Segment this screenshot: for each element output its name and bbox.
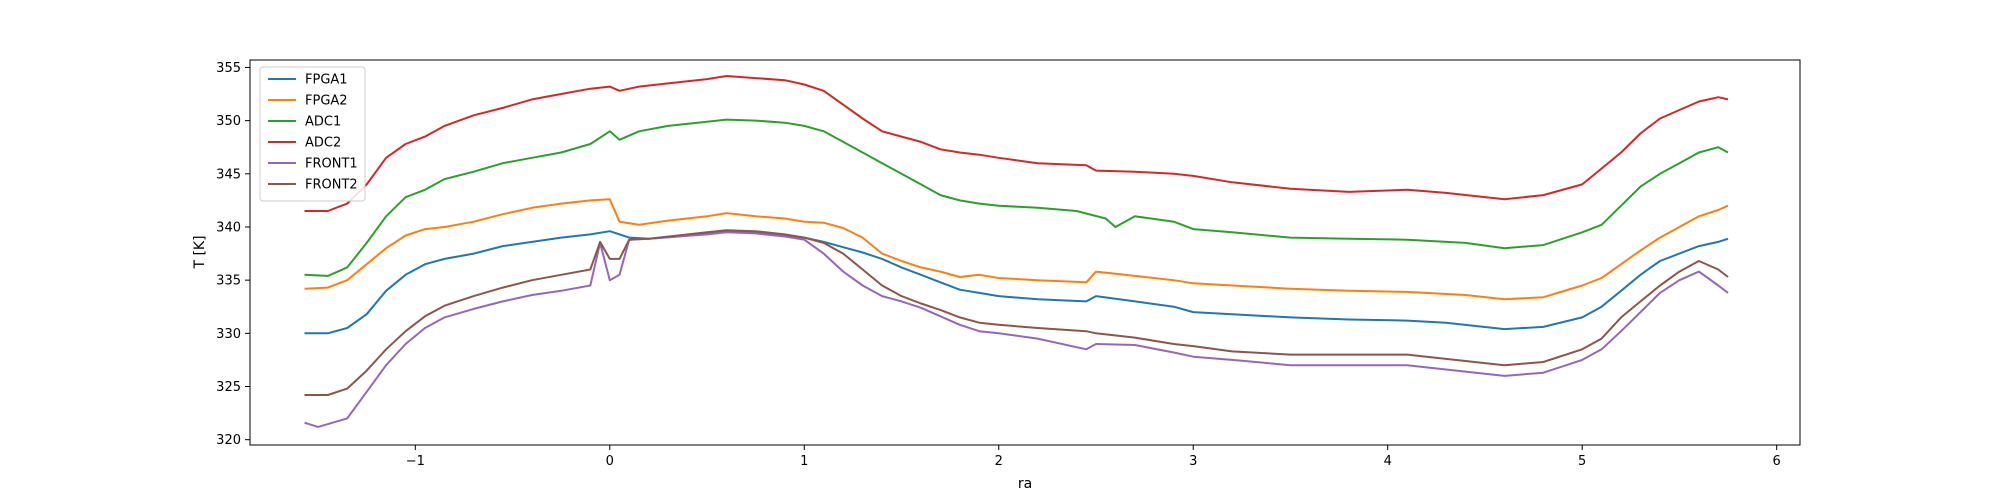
y-tick-label: 325 [216,380,241,395]
y-tick-label: 320 [216,433,241,448]
x-tick-label: 0 [606,454,614,469]
x-axis-label: ra [1018,476,1032,492]
legend-label: FPGA1 [305,73,348,88]
series-line-adc1 [304,118,1729,277]
x-tick-label: −1 [406,454,425,469]
series-line-adc2 [304,75,1729,212]
y-tick-label: 335 [216,274,241,289]
x-tick-label: 2 [995,454,1003,469]
y-axis-label: T [K] [192,235,208,269]
y-tick-label: 345 [216,167,241,182]
legend-label: ADC1 [305,115,341,130]
plot-area [249,59,1801,446]
y-tick-label: 340 [216,220,241,235]
legend: FPGA1 FPGA2 ADC1 ADC2 FRONT1 FRONT2 [259,66,366,202]
plot-frame [249,59,1801,446]
x-axis: −1 0 1 2 3 4 5 6 [406,445,1781,469]
series-layer [304,75,1729,428]
y-tick-label: 350 [216,114,241,129]
series-line-front2 [304,229,1729,396]
x-tick-label: 4 [1384,454,1392,469]
series-line-front1 [304,231,1729,428]
x-tick-label: 3 [1189,454,1197,469]
legend-label: FPGA2 [305,94,348,109]
y-tick-label: 330 [216,327,241,342]
legend-label: FRONT1 [305,157,358,172]
x-tick-label: 6 [1773,454,1781,469]
x-tick-label: 5 [1578,454,1586,469]
y-axis: 320 325 330 335 340 345 350 355 [216,61,250,448]
series-line-fpga2 [304,198,1729,301]
legend-label: FRONT2 [305,178,358,193]
x-tick-label: 1 [800,454,808,469]
series-line-fpga1 [304,230,1729,335]
y-tick-label: 355 [216,61,241,76]
legend-label: ADC2 [305,136,341,151]
